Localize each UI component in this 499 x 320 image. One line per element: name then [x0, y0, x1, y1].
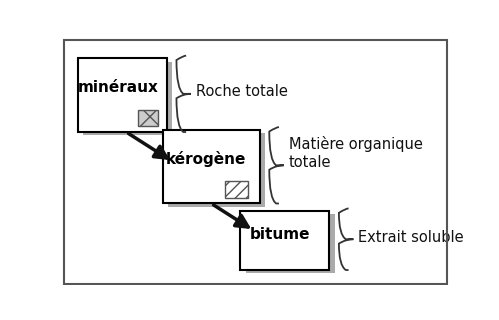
Text: Extrait soluble: Extrait soluble: [358, 230, 464, 245]
Bar: [168, 133, 265, 207]
Bar: [83, 61, 172, 135]
Bar: [225, 180, 248, 198]
Bar: [246, 214, 335, 274]
Bar: [241, 211, 329, 270]
Bar: [163, 130, 259, 204]
Text: Matière organique
totale: Matière organique totale: [288, 136, 423, 170]
Text: minéraux: minéraux: [77, 80, 158, 95]
Text: kérogène: kérogène: [166, 151, 247, 167]
Bar: [138, 110, 158, 126]
Text: bitume: bitume: [250, 227, 310, 242]
Text: Roche totale: Roche totale: [196, 84, 287, 99]
Bar: [78, 58, 167, 132]
